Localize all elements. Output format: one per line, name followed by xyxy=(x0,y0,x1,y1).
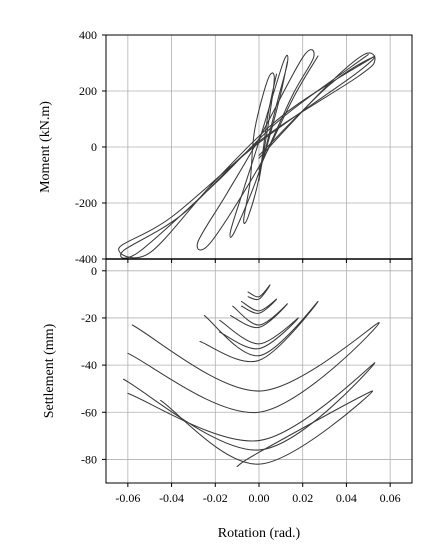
bottom-y-tick-label-0: 0 xyxy=(91,264,97,278)
bottom-series-0 xyxy=(247,284,271,301)
bottom-x-tick-label-2: -0.02 xyxy=(203,491,228,505)
bottom-series-1 xyxy=(240,298,278,314)
tick-layer: -400 -200 0 200 400 0 -20 -40 -60 -80 -0.06 -0.04 -0… xyxy=(75,28,401,505)
top-y-tick-label-4: 400 xyxy=(79,28,97,42)
bottom-series-2 xyxy=(230,303,288,329)
top-series-4 xyxy=(118,55,376,259)
x-axis-title: Rotation (rad.) xyxy=(218,526,301,541)
bottom-series-7 xyxy=(160,390,374,468)
bottom-y-tick-label-2: -40 xyxy=(81,358,97,372)
bottom-x-tick-label-3: 0.00 xyxy=(249,491,270,505)
bottom-x-tick-label-6: 0.06 xyxy=(380,491,401,505)
bottom-x-tick-label-5: 0.04 xyxy=(336,491,357,505)
bottom-series-3 xyxy=(219,317,299,350)
y-axis-title-top: Moment (kN.m) xyxy=(38,101,53,193)
bottom-y-tick-label-1: -20 xyxy=(81,311,97,325)
bottom-y-tick-label-3: -60 xyxy=(81,405,97,419)
top-series-2 xyxy=(196,49,319,251)
top-y-tick-label-2: 0 xyxy=(91,140,97,154)
bottom-series-5 xyxy=(127,322,380,413)
top-y-tick-label-3: 200 xyxy=(79,84,97,98)
curve-layer xyxy=(118,49,380,468)
top-series-3 xyxy=(120,52,376,259)
bottom-x-tick-label-4: 0.02 xyxy=(292,491,313,505)
bottom-series-4 xyxy=(199,300,319,363)
y-axis-title-bottom: Settlement (mm) xyxy=(42,323,57,418)
top-y-tick-label-0: -400 xyxy=(75,252,97,266)
bottom-x-tick-label-0: -0.06 xyxy=(115,491,140,505)
bottom-series-6 xyxy=(122,362,376,451)
top-y-tick-label-1: -200 xyxy=(75,196,97,210)
bottom-y-tick-label-4: -80 xyxy=(81,452,97,466)
bottom-x-tick-label-1: -0.04 xyxy=(159,491,184,505)
